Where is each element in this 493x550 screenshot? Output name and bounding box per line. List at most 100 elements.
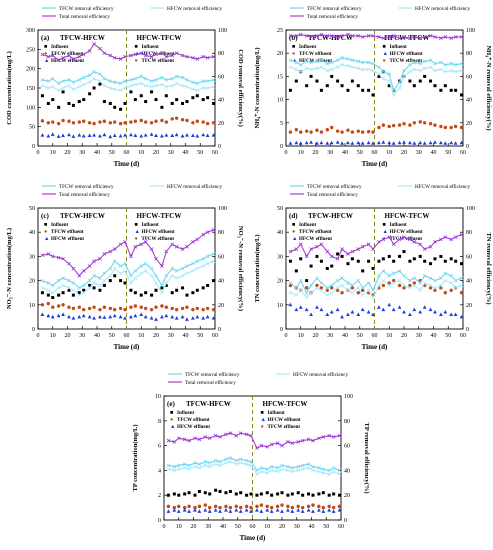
inner-legend-label-right: HFCW effluent xyxy=(390,52,423,57)
influent-point xyxy=(154,288,158,292)
hfcw-effluent-point xyxy=(329,310,334,314)
influent-point xyxy=(350,257,354,261)
inner-legend-marker-right: ■ xyxy=(135,222,138,228)
influent-point xyxy=(398,254,402,258)
series-point-first xyxy=(259,466,264,470)
y2tick-label: 80 xyxy=(344,419,350,425)
series-point-first xyxy=(381,69,386,74)
influent-point xyxy=(387,254,391,258)
hfcw-effluent-point xyxy=(92,316,96,320)
influent-point xyxy=(460,93,464,97)
series-point-first xyxy=(166,463,171,468)
influent-point xyxy=(311,493,315,497)
hfcw-effluent-point xyxy=(296,508,301,512)
inner-legend-label-right: HFCW effluent xyxy=(268,418,301,423)
x-axis-label: Time (d) xyxy=(362,160,388,168)
inner-legend-label-left: Influent xyxy=(177,411,195,416)
hfcw-effluent-point xyxy=(180,314,185,319)
series-point-total xyxy=(71,57,76,61)
series-point-first xyxy=(443,62,448,67)
series-point-second xyxy=(61,86,65,90)
series-point-second xyxy=(87,286,92,290)
inner-legend-label-left: TFCW effluent xyxy=(299,52,332,57)
xtick-label: 30 xyxy=(205,524,211,530)
series-point-second xyxy=(443,69,448,74)
series-point-first xyxy=(433,61,437,66)
y2tick-label: 20 xyxy=(218,121,224,127)
series-point-first xyxy=(275,466,280,470)
influent-point xyxy=(193,493,197,497)
series-point-total xyxy=(166,438,171,443)
xtick-label: 10 xyxy=(138,333,144,339)
hfcw-effluent-point xyxy=(428,307,433,312)
panel-e: TFCW removal efficiency HFCW removal effi… xyxy=(128,368,371,546)
ytick-label: 50 xyxy=(29,125,35,131)
tfcw-effluent-point xyxy=(319,286,324,290)
inner-legend-marker-right: ● xyxy=(135,58,138,64)
influent-point xyxy=(212,279,216,283)
hfcw-effluent-point xyxy=(118,314,123,319)
influent-point xyxy=(177,493,181,497)
series-point-first xyxy=(195,81,200,86)
hfcw-effluent-point xyxy=(118,133,123,138)
series-point-total xyxy=(418,36,423,40)
influent-point xyxy=(338,493,342,497)
series-point-total xyxy=(422,35,427,39)
series-point-first xyxy=(211,78,216,82)
series-point-first xyxy=(185,264,189,268)
series-point-total xyxy=(329,33,334,38)
series-point-first xyxy=(201,256,206,261)
series-point-first xyxy=(298,62,303,67)
series-point-total xyxy=(149,54,154,59)
influent-point xyxy=(82,288,86,292)
ytick-label: 2 xyxy=(158,493,161,499)
series-point-second xyxy=(360,293,365,297)
influent-point xyxy=(67,288,71,292)
y2tick-label: 60 xyxy=(466,74,472,80)
hfcw-effluent-point xyxy=(40,312,45,316)
series-point-second xyxy=(311,468,315,473)
hfcw-effluent-point xyxy=(321,509,326,513)
hfcw-effluent-point xyxy=(397,140,402,145)
series-point-first xyxy=(139,264,144,268)
series-point-second xyxy=(408,286,412,290)
series-point-second xyxy=(129,83,133,88)
series-point-total xyxy=(46,252,51,256)
series-point-second xyxy=(195,266,200,271)
inner-legend-marker-left: ■ xyxy=(44,222,47,228)
hfcw-effluent-point xyxy=(371,312,375,316)
series-point-first xyxy=(187,463,191,468)
series-point-first xyxy=(139,74,144,79)
series-point-first xyxy=(329,60,334,65)
influent-point xyxy=(206,283,210,287)
y2-axis-label: TP removal efficiency(%) xyxy=(363,423,370,494)
influent-point xyxy=(286,493,290,497)
influent-point xyxy=(443,84,447,88)
influent-point xyxy=(234,492,238,496)
right-phase-label: HFCW-TFCW xyxy=(385,212,430,220)
hfcw-effluent-point xyxy=(453,141,458,145)
series-point-total xyxy=(408,237,412,242)
hfcw-effluent-point xyxy=(149,316,154,320)
inner-legend-label-right: Influent xyxy=(390,45,408,50)
tfcw-effluent-point xyxy=(309,130,313,134)
series-point-second xyxy=(346,64,350,68)
tfcw-effluent-point xyxy=(102,305,107,309)
ytick-label: 300 xyxy=(26,28,35,34)
tfcw-effluent-point xyxy=(439,286,443,290)
series-line-second xyxy=(42,78,214,91)
influent-point xyxy=(356,84,360,88)
series-point-total xyxy=(118,57,123,61)
series-point-first xyxy=(418,281,423,285)
hfcw-effluent-point xyxy=(265,508,270,512)
hfcw-effluent-point xyxy=(315,305,319,309)
xtick-label: 40 xyxy=(183,333,189,339)
series-point-second xyxy=(149,273,154,278)
influent-point xyxy=(454,259,458,263)
series-point-first xyxy=(164,78,169,82)
inner-legend-label-right: TFCW effluent xyxy=(390,59,423,64)
influent-point xyxy=(439,88,443,92)
series-point-total xyxy=(402,235,406,239)
series-point-total xyxy=(92,42,96,46)
series-point-first xyxy=(249,459,253,464)
